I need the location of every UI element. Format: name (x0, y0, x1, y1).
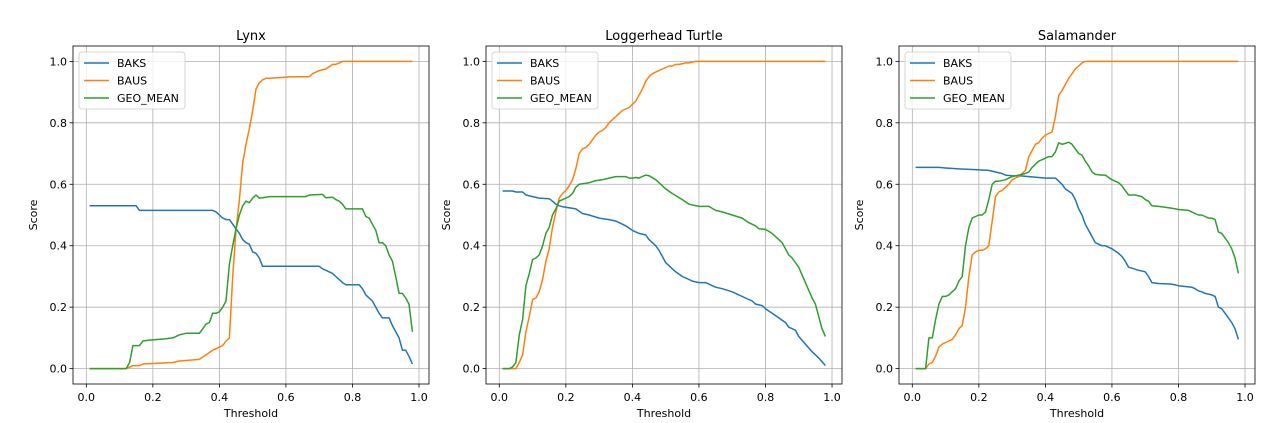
legend: BAKS BAUS GEO_MEAN (491, 51, 599, 110)
y-tick-label: 0.8 (50, 117, 68, 130)
x-tick-label: 0.2 (557, 391, 575, 404)
y-tick-label: 1.0 (876, 55, 894, 68)
y-tick-label: 0.6 (876, 178, 894, 191)
chart-title: Loggerhead Turtle (605, 29, 722, 44)
x-tick-label: 0.4 (1037, 391, 1055, 404)
x-axis-label: Threshold (223, 407, 278, 420)
x-tick-label: 0.2 (144, 391, 162, 404)
chart-title: Salamander (1038, 29, 1117, 44)
legend-label: GEO_MEAN (943, 92, 1005, 105)
subplot-loggerhead-turtle: 0.0 0.2 0.4 0.6 0.8 1.0 0.0 0.2 0.4 0.6 0.8 1.0 Logg… (440, 29, 843, 420)
x-tick-label: 0.4 (624, 391, 642, 404)
y-tick-label: 0.8 (876, 117, 894, 130)
legend: BAKS BAUS GEO_MEAN (904, 51, 1012, 110)
x-tick-label: 0.8 (757, 391, 775, 404)
y-tick-label: 1.0 (50, 55, 68, 68)
series-baus (915, 60, 1239, 370)
series-baus (502, 60, 826, 370)
chart-title: Lynx (236, 29, 266, 44)
x-tick-label: 0.2 (970, 391, 988, 404)
series-geo-mean (502, 174, 827, 370)
x-tick-label: 0.6 (277, 391, 295, 404)
y-tick-label: 0.4 (463, 240, 481, 253)
subplot-lynx: 0.0 0.2 0.4 0.6 0.8 1.0 0.0 0.2 0.4 0.6 0.8 1.0 Lynx… (27, 29, 430, 420)
x-axis-label: Threshold (636, 407, 691, 420)
legend-label: BAUS (530, 75, 560, 88)
axes-frame (485, 45, 843, 385)
x-tick-label: 0.6 (690, 391, 708, 404)
y-axis-label: Score (27, 199, 40, 230)
y-axis-label: Score (440, 199, 453, 230)
x-tick-label: 1.0 (1236, 391, 1254, 404)
series-baks (915, 166, 1240, 340)
x-tick-label: 0.8 (344, 391, 362, 404)
series-baus (89, 60, 413, 370)
legend-label: BAKS (530, 57, 559, 70)
legend-label: BAKS (943, 57, 972, 70)
y-axis-label: Score (853, 199, 866, 230)
legend-label: BAUS (117, 75, 147, 88)
y-tick-label: 0.4 (50, 240, 68, 253)
axes-frame (72, 45, 430, 385)
y-tick-label: 0.8 (463, 117, 481, 130)
axes-frame (898, 45, 1256, 385)
x-tick-label: 0.8 (1170, 391, 1188, 404)
y-tick-label: 0.2 (876, 301, 894, 314)
legend-label: BAKS (117, 57, 146, 70)
y-tick-label: 0.2 (463, 301, 481, 314)
series-baks (502, 190, 826, 367)
y-tick-label: 0.4 (876, 240, 894, 253)
legend-label: GEO_MEAN (117, 92, 179, 105)
x-tick-label: 1.0 (823, 391, 841, 404)
y-tick-label: 0.6 (50, 178, 68, 191)
legend-label: BAUS (943, 75, 973, 88)
x-tick-label: 0.0 (904, 391, 922, 404)
subplot-salamander: 0.0 0.2 0.4 0.6 0.8 1.0 0.0 0.2 0.4 0.6 0.8 1.0 Sala… (853, 29, 1256, 420)
x-tick-label: 0.4 (211, 391, 229, 404)
y-tick-label: 0.2 (50, 301, 68, 314)
series-geo-mean (915, 141, 1240, 370)
legend: BAKS BAUS GEO_MEAN (78, 51, 186, 110)
series-geo-mean (89, 193, 414, 370)
x-tick-label: 0.0 (78, 391, 96, 404)
x-tick-label: 0.0 (491, 391, 509, 404)
x-tick-label: 1.0 (410, 391, 428, 404)
y-tick-label: 0.6 (463, 178, 481, 191)
x-tick-label: 0.6 (1103, 391, 1121, 404)
y-tick-label: 0.0 (876, 363, 894, 376)
y-tick-label: 0.0 (50, 363, 68, 376)
x-axis-label: Threshold (1049, 407, 1104, 420)
legend-label: GEO_MEAN (530, 92, 592, 105)
series-baks (89, 205, 414, 365)
y-tick-label: 0.0 (463, 363, 481, 376)
y-tick-label: 1.0 (463, 55, 481, 68)
